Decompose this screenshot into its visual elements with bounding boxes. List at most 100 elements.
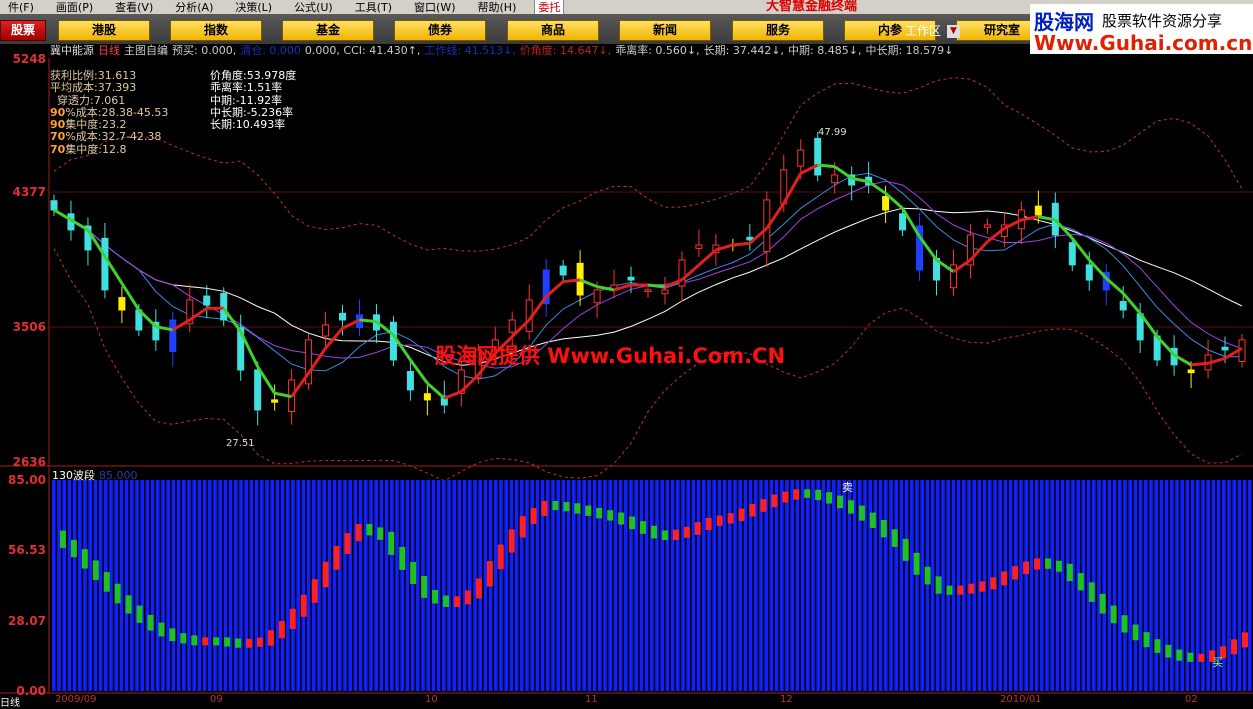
ma-short-segment [986, 227, 1006, 243]
oscillator-bg-bar [1055, 480, 1060, 691]
toolbar-button[interactable]: 指数 [170, 20, 262, 41]
oscillator-bg-bar [83, 480, 87, 691]
workzone-dropdown[interactable]: 工作区 ▼ [905, 22, 961, 39]
oscillator-bar [738, 508, 745, 522]
oscillator-bg-bar [530, 480, 534, 691]
ma-short-segment [86, 229, 107, 258]
ma-short-segment [443, 390, 462, 400]
angle-stats: 价角度:53.978度 乖离率:1.51率 中期:-11.92率 中长期:-5.236… [210, 69, 296, 132]
ma-short-segment [664, 278, 683, 288]
menu-item[interactable]: 查看(V) [115, 1, 154, 14]
oscillator-bar [366, 523, 373, 536]
menu-item[interactable]: 公式(U) [294, 1, 333, 14]
indicator-value: 清仓: 0.000 [240, 44, 301, 57]
period-label[interactable]: 日线 [98, 44, 120, 57]
chip-stat-row: 获利比例:31.613 [50, 69, 168, 82]
toolbar-button[interactable]: 研究室 [956, 20, 1048, 41]
oscillator-bg-bar [707, 480, 711, 691]
oscillator-bar [399, 546, 406, 570]
toolbar-button[interactable]: 基金 [282, 20, 374, 41]
oscillator-name: 130波段 [52, 469, 95, 482]
menu-item[interactable]: 窗口(W) [414, 1, 456, 14]
toolbar-button[interactable]: 股票 [0, 20, 46, 41]
oscillator-bar [574, 503, 581, 514]
oscillator-bg-bar [426, 480, 430, 691]
oscillator-bar [782, 491, 789, 503]
oscillator-bg-bar [847, 480, 852, 691]
oscillator-bg-bar [462, 480, 467, 691]
angle-stat-row: 长期:10.493率 [210, 118, 286, 132]
ma-short-segment [952, 258, 972, 273]
oscillator-bg-bar [702, 480, 706, 691]
toolbar-button[interactable]: 商品 [507, 20, 599, 41]
oscillator-bar [377, 527, 384, 540]
oscillator-bg-bar [754, 480, 758, 691]
oscillator-bg-bar [494, 480, 498, 691]
oscillator-bg-bar [447, 480, 451, 691]
ma-short-segment [867, 180, 887, 195]
oscillator-bg-bar [431, 480, 436, 691]
toolbar-button[interactable]: 内参 [844, 20, 936, 41]
oscillator-bar [355, 523, 362, 542]
oscillator-bg-bar [468, 480, 472, 691]
oscillator-bg-bar [1159, 480, 1164, 691]
oscillator-bar [344, 533, 351, 554]
menu-item[interactable]: 帮助(H) [477, 1, 517, 14]
oscillator-bg-bar [109, 480, 113, 691]
oscillator-bg-bar [176, 480, 181, 691]
oscillator-bg-bar [556, 480, 560, 691]
ma-short-segment [341, 318, 361, 330]
oscillator-bar [1143, 632, 1150, 648]
date-axis-label: 10 [425, 694, 438, 705]
menu-item[interactable]: 画面(P) [55, 1, 94, 14]
oscillator-bg-bar [1008, 480, 1013, 691]
oscillator-bar [1023, 561, 1030, 575]
toolbar-button[interactable]: 债券 [394, 20, 486, 41]
oscillator-bar [705, 517, 712, 531]
ma-short-segment [697, 248, 717, 267]
oscillator-bg-bar [816, 480, 820, 691]
oscillator-bar [246, 638, 253, 648]
menu-item[interactable]: 件(F) [8, 1, 34, 14]
menu-item[interactable]: 决策(L) [235, 1, 273, 14]
oscillator-bar [935, 576, 942, 594]
ma-short-segment [307, 347, 327, 375]
oscillator-bar [847, 500, 854, 514]
toolbar-button[interactable]: 新闻 [619, 20, 711, 41]
candle-body [474, 349, 482, 379]
oscillator-bar [793, 489, 800, 500]
oscillator-bg-bar [1118, 480, 1122, 691]
oscillator-bg-bar [1086, 480, 1091, 691]
toolbar-button[interactable]: 港股 [58, 20, 150, 41]
candle-body [983, 224, 991, 228]
chip-stat-row: 穿透力:7.061 [50, 94, 168, 107]
stat-label: 集中度:23.2 [65, 118, 127, 132]
app-title: 大智慧金融终端 [760, 0, 864, 14]
ma-short-segment [460, 373, 480, 393]
oscillator-bg-bar [244, 480, 248, 691]
indicator-value: 0.000, CCI: 41.430↑, [304, 44, 421, 57]
candle-body [186, 299, 194, 325]
oscillator-bg-bar [650, 480, 654, 691]
buy-marker: 买 [1212, 656, 1223, 669]
oscillator-bg-bar [1029, 480, 1034, 691]
oscillator-bar [1165, 644, 1172, 658]
oscillator-bg-bar [72, 480, 77, 691]
oscillator-bg-bar [457, 480, 462, 691]
oscillator-bg-bar [1154, 480, 1158, 691]
chevron-down-icon[interactable]: ▼ [947, 25, 961, 38]
oscillator-bg-bar [858, 480, 862, 691]
ma-short-segment [120, 282, 141, 311]
ma-short-segment [392, 334, 412, 361]
candle-body [695, 244, 703, 249]
oscillator-bg-bar [57, 480, 61, 691]
entrust-button[interactable]: 委托 [534, 0, 565, 14]
indicator-value: 乖离率: 0.560↓, [615, 44, 700, 57]
menu-item[interactable]: 工具(T) [354, 1, 393, 14]
menu-item[interactable]: 分析(A) [175, 1, 214, 14]
oscillator-bg-bar [150, 480, 155, 691]
oscillator-bg-bar [1216, 480, 1221, 691]
oscillator-bg-bar [686, 480, 690, 691]
toolbar-button[interactable]: 服务 [732, 20, 824, 41]
oscillator-bg-bar [806, 480, 810, 691]
